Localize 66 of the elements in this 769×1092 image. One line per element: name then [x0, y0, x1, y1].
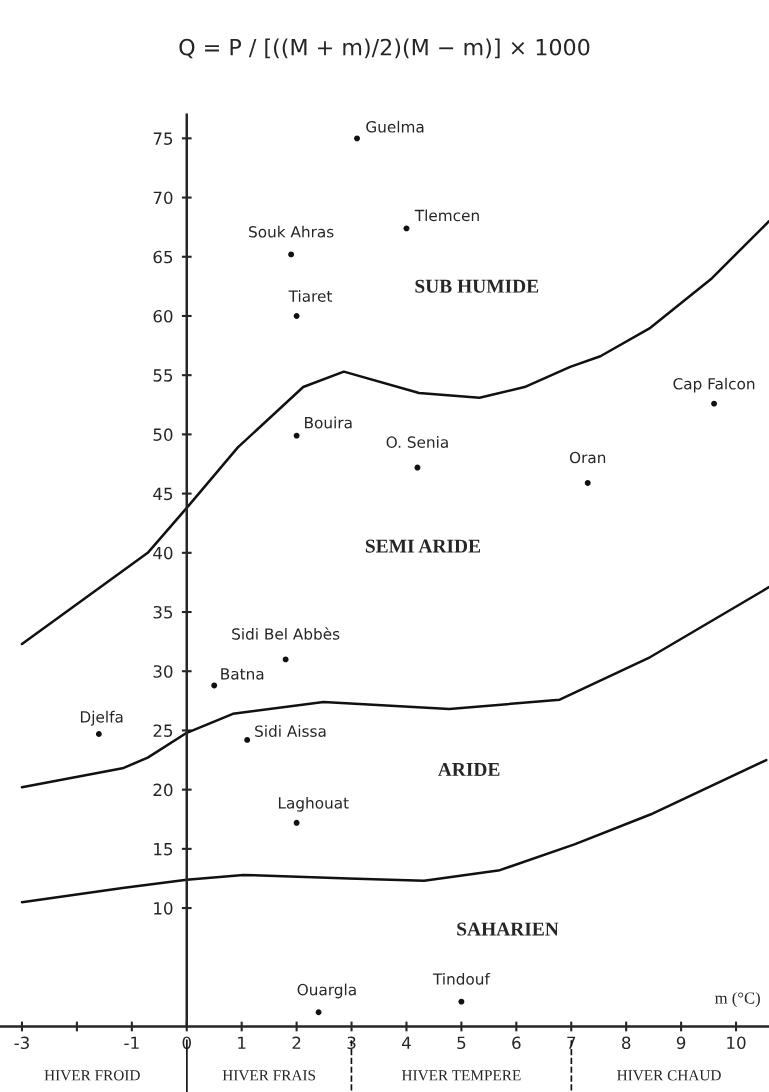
x-tick-label: 10 [727, 1036, 746, 1050]
y-tick-label: 15 [154, 843, 173, 856]
annotation: ARIDE [437, 763, 500, 776]
x-tick-label: 2 [292, 1036, 301, 1049]
annotation: Ouargla [297, 983, 356, 999]
annotation: SUB HUMIDE [415, 279, 539, 293]
point [211, 682, 218, 689]
annotation: Cap Falcon [673, 377, 755, 393]
y-tick-label: 20 [153, 783, 173, 797]
y-tick-label: 75 [153, 132, 173, 145]
annotation: SEMI ARIDE [365, 539, 481, 553]
x-tick-label: 3 [347, 1036, 356, 1050]
y-tick-label: 45 [153, 487, 173, 501]
y-tick-label: 30 [153, 665, 173, 678]
point [293, 819, 300, 826]
annotation: Souk Ahras [249, 225, 334, 238]
annotation: Djelfa [80, 710, 123, 726]
x-tick-label: 8 [622, 1036, 631, 1050]
text: HIVER TEMPERE [401, 1070, 521, 1081]
point [403, 225, 410, 232]
point [458, 998, 465, 1005]
x-tick-label: 1 [238, 1036, 246, 1049]
annotation: Oran [569, 451, 606, 464]
point [711, 400, 718, 407]
y-tick-label: 65 [153, 250, 173, 264]
point [584, 479, 591, 486]
x-tick-label: 5 [457, 1036, 466, 1050]
y-tick-label: 60 [153, 309, 173, 323]
point [414, 464, 421, 471]
y-tick-label: 50 [153, 428, 173, 441]
text: HIVER FRAIS [222, 1070, 316, 1081]
point [315, 1009, 322, 1016]
x-tick-label: 4 [401, 1036, 411, 1049]
y-tick-label: 25 [153, 724, 173, 737]
annotation: Tlemcen [414, 209, 479, 222]
point [354, 135, 360, 142]
annotation: Batna [221, 668, 264, 680]
y-tick-label: 55 [153, 369, 173, 382]
annotation: Tiaret [288, 290, 333, 302]
annotation: Sidi Aissa [255, 725, 326, 737]
x-axis-title: m (°C) [715, 991, 760, 1008]
annotation: Bouira [305, 416, 352, 429]
annotation: Laghouat [278, 796, 349, 812]
annotation: Sidi Bel Abbès [232, 627, 340, 640]
annotation: Tindouf [432, 972, 491, 985]
point [244, 736, 251, 743]
line-series [20, 758, 768, 904]
y-tick-label: 10 [154, 902, 173, 915]
annotation: Guelma [366, 120, 424, 133]
text: HIVER FROID [44, 1070, 140, 1081]
x-tick-label: 9 [676, 1036, 686, 1050]
annotation: SAHARIEN [457, 922, 559, 936]
point [95, 731, 102, 737]
point [282, 656, 289, 663]
x-tick-label: -1 [124, 1036, 139, 1049]
point [293, 432, 300, 439]
x-tick-label: 6 [512, 1036, 521, 1050]
point [293, 313, 300, 319]
chart-title: Q = P / [((M + m)/2)(M − m)] × 1000 [179, 38, 590, 59]
text: HIVER CHAUD [617, 1070, 721, 1081]
y-tick-label: 70 [153, 191, 173, 205]
point [288, 251, 295, 258]
x-tick-label: -3 [14, 1036, 29, 1050]
y-tick-label: 35 [153, 605, 173, 619]
y-tick-label: 40 [153, 546, 173, 560]
annotation: O. Senia [386, 436, 448, 448]
